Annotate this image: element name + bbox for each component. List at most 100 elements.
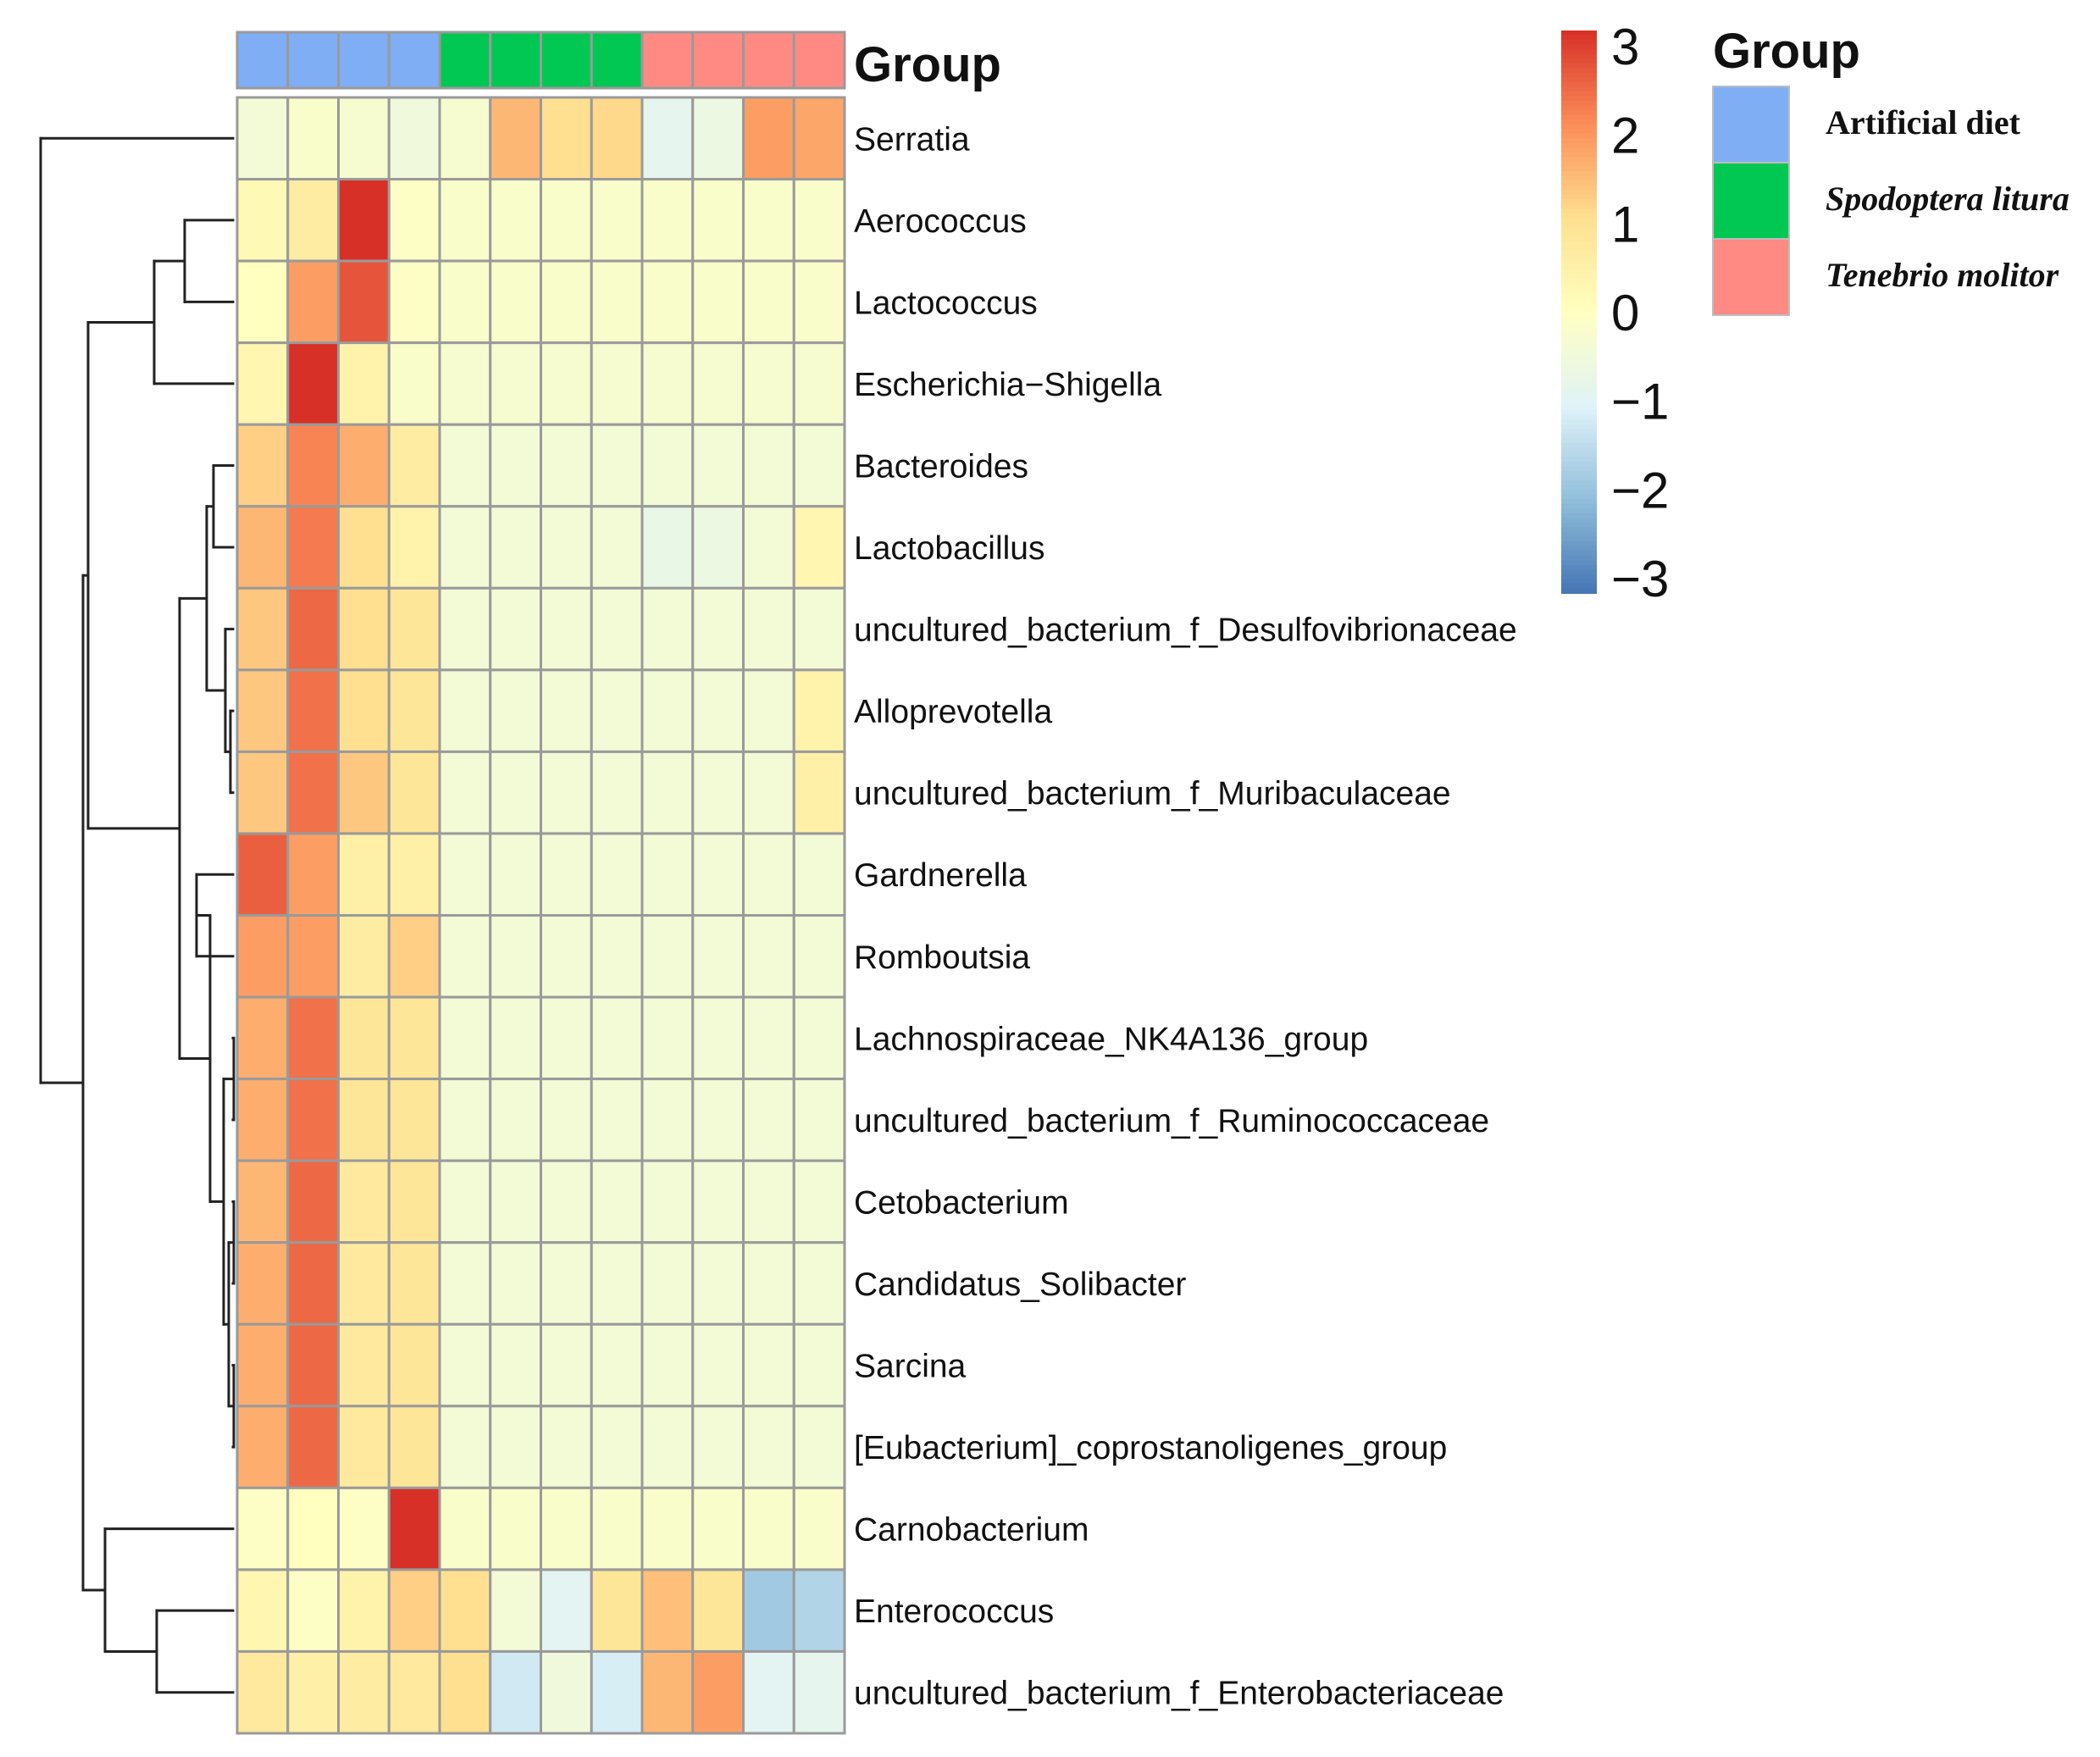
heatmap-cell	[337, 914, 391, 999]
colorbar-segment	[1561, 499, 1597, 505]
heatmap-cell	[286, 1078, 340, 1162]
heatmap-cell	[337, 1322, 391, 1408]
colorbar-segment	[1561, 442, 1597, 449]
heatmap-cell	[540, 586, 593, 672]
colorbar-segment	[1561, 255, 1597, 262]
heatmap-cell	[337, 505, 391, 590]
colorbar-segment	[1561, 133, 1597, 140]
colorbar-segment	[1561, 583, 1597, 590]
heatmap-cell	[540, 96, 593, 181]
group-track-cell	[742, 30, 795, 90]
colorbar-segment	[1561, 213, 1597, 219]
heatmap-cell	[540, 1241, 593, 1326]
group-track-cell	[590, 30, 644, 90]
colorbar-segment	[1561, 358, 1597, 364]
heatmap-cell	[489, 1322, 542, 1408]
heatmap-cell	[489, 832, 542, 917]
heatmap-cell	[691, 1241, 745, 1326]
heatmap-cell	[286, 341, 340, 426]
heatmap-cell	[337, 995, 391, 1081]
heatmap-cell	[640, 1241, 695, 1326]
heatmap-cell	[590, 423, 644, 508]
heatmap-cell	[286, 1405, 340, 1489]
colorbar-segment	[1561, 551, 1597, 557]
heatmap-cell	[235, 832, 290, 917]
row-label: Sarcina	[854, 1349, 967, 1385]
colorbar-segment	[1561, 569, 1597, 575]
heatmap-cell	[540, 750, 593, 835]
colorbar-segment	[1561, 401, 1597, 407]
heatmap-cell	[235, 668, 290, 753]
colorbar-segment	[1561, 157, 1597, 163]
heatmap-cell	[489, 1241, 542, 1326]
legend-swatch	[1712, 238, 1790, 316]
group-track-cell	[489, 30, 542, 90]
heatmap-cell	[489, 914, 542, 999]
colorbar-segment	[1561, 81, 1597, 88]
heatmap-cell	[792, 178, 846, 263]
heatmap-cell	[590, 750, 644, 835]
heatmap-cell	[286, 1486, 340, 1571]
heatmap-cell	[489, 1078, 542, 1162]
colorbar-segment	[1561, 124, 1597, 130]
heatmap-cell	[742, 259, 795, 345]
colorbar-segment	[1561, 138, 1597, 144]
colorbar-segment	[1561, 129, 1597, 135]
heatmap-cell	[235, 1649, 290, 1735]
heatmap-cell	[286, 259, 340, 345]
heatmap-cell	[742, 995, 795, 1081]
heatmap-cell	[286, 1568, 340, 1653]
heatmap-cell	[337, 1078, 391, 1162]
heatmap-cell	[792, 1649, 846, 1735]
heatmap-cell	[742, 750, 795, 835]
heatmap-cell	[742, 96, 795, 181]
heatmap-cell	[691, 178, 745, 263]
heatmap-cell	[742, 423, 795, 508]
group-track-cell	[337, 30, 391, 90]
heatmap-cell	[235, 586, 290, 672]
heatmap-cell	[640, 750, 695, 835]
heatmap-cell	[438, 832, 492, 917]
heatmap-cell	[337, 586, 391, 672]
heatmap-cell	[792, 1568, 846, 1653]
colorbar-segment	[1561, 447, 1597, 453]
heatmap-cell	[387, 995, 441, 1081]
heatmap-cell	[286, 178, 340, 263]
heatmap-cell	[489, 586, 542, 672]
group-track-cell	[286, 30, 340, 90]
heatmap-cell	[590, 178, 644, 263]
heatmap-cell	[742, 178, 795, 263]
colorbar-segment	[1561, 527, 1597, 534]
colorbar-segment	[1561, 246, 1597, 252]
heatmap-cell	[640, 832, 695, 917]
heatmap-cell	[691, 1159, 745, 1244]
row-label: Alloprevotella	[854, 694, 1052, 730]
colorbar-segment	[1561, 410, 1597, 416]
colorbar-tick-label: 0	[1611, 285, 1639, 341]
heatmap-cell	[489, 423, 542, 508]
colorbar-segment	[1561, 142, 1597, 149]
heatmap-cell	[235, 750, 290, 835]
heatmap-cell	[337, 341, 391, 426]
heatmap-cell	[792, 1486, 846, 1571]
heatmap-cell	[640, 1486, 695, 1571]
heatmap-cell	[387, 914, 441, 999]
heatmap-cell	[590, 1486, 644, 1571]
heatmap-cell	[438, 1405, 492, 1489]
colorbar-segment	[1561, 161, 1597, 168]
colorbar-segment	[1561, 30, 1597, 36]
heatmap-cell	[286, 1159, 340, 1244]
heatmap-cell	[540, 259, 593, 345]
heatmap-cell	[691, 668, 745, 753]
heatmap-cell	[387, 668, 441, 753]
colorbar-segment	[1561, 166, 1597, 172]
heatmap-cell	[438, 259, 492, 345]
colorbar-segment	[1561, 344, 1597, 351]
heatmap-cell	[489, 995, 542, 1081]
row-label: Cetobacterium	[854, 1184, 1069, 1221]
colorbar-segment	[1561, 433, 1597, 440]
colorbar-segment	[1561, 532, 1597, 538]
colorbar-segment	[1561, 429, 1597, 435]
colorbar-tick-label: −2	[1611, 462, 1669, 518]
